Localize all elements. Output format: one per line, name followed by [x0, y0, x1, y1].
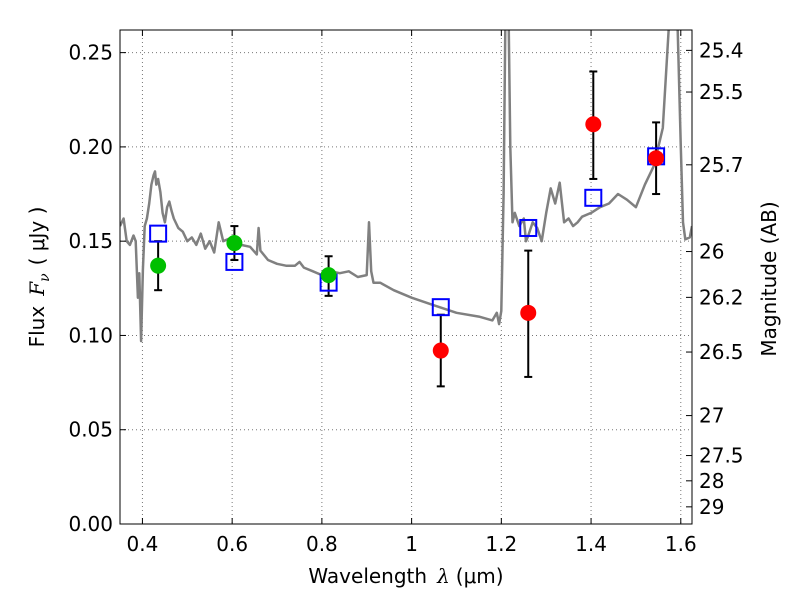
observed-flux-point [226, 235, 243, 252]
x-tick-label: 0.6 [216, 532, 248, 556]
model-spectrum-layer [120, 30, 692, 343]
y-axis-symbol: F [25, 281, 49, 297]
x-axis-symbol: λ [436, 564, 450, 588]
y2-tick-label: 29 [699, 495, 724, 519]
y-tick-label: 0.15 [68, 229, 113, 253]
x-tick-label: 1.6 [665, 532, 697, 556]
x-axis-label: Wavelength [308, 564, 427, 588]
markers-layer [149, 116, 666, 359]
y-tick-label: 0.20 [68, 135, 113, 159]
y-tick-label: 0.10 [68, 323, 113, 347]
observed-flux-point [150, 257, 167, 274]
observed-flux-point [520, 304, 537, 321]
observed-flux-point [320, 267, 337, 284]
x-tick-label: 0.4 [127, 532, 159, 556]
observed-flux-point [648, 150, 665, 167]
y-axis-label: Flux [25, 306, 49, 348]
y2-tick-label: 26.2 [699, 285, 744, 309]
y2-tick-label: 25.5 [699, 80, 744, 104]
y-axis-unit: ( μJy ) [25, 207, 49, 266]
x-tick-label: 0.8 [306, 532, 338, 556]
observed-flux-point [432, 342, 449, 359]
y-tick-label: 0.25 [68, 41, 113, 65]
model-photometry-square [431, 298, 450, 317]
x-tick-label: 1.4 [575, 532, 607, 556]
model-photometry-square [519, 218, 538, 237]
plot-frame [119, 29, 693, 525]
y2-tick-label: 26.5 [699, 340, 744, 364]
y-axis-subscript: ν [37, 273, 53, 282]
y2-tick-label: 27 [699, 404, 724, 428]
ticks: 0.4 0.6 0.8 1 1.2 1.4 1.6 0.00 0.05 0.10 0.15 0.20 0… [68, 30, 744, 556]
x-axis-title: Wavelength λ (μm) [308, 564, 503, 588]
model-photometry-square [149, 224, 168, 243]
y-tick-label: 0.05 [68, 418, 113, 442]
x-tick-label: 1.2 [485, 532, 517, 556]
y-axis-title: Flux Fν ( μJy ) [25, 207, 53, 348]
model-spectrum-line [120, 30, 692, 343]
y2-tick-label: 28 [699, 469, 724, 493]
y2-tick-label: 27.5 [699, 444, 744, 468]
plot-background [120, 30, 692, 524]
y2-tick-label: 26 [699, 240, 724, 264]
y2-tick-label: 25.4 [699, 38, 744, 62]
observed-flux-point [585, 116, 602, 133]
model-photometry-square [225, 252, 244, 271]
y-tick-label: 0.00 [68, 512, 113, 536]
x-tick-label: 1 [405, 532, 418, 556]
model-photometry-square [584, 188, 603, 207]
y2-tick-label: 25.7 [699, 153, 744, 177]
y2-axis-title: Magnitude (AB) [757, 201, 781, 356]
x-axis-unit: (μm) [456, 564, 504, 588]
